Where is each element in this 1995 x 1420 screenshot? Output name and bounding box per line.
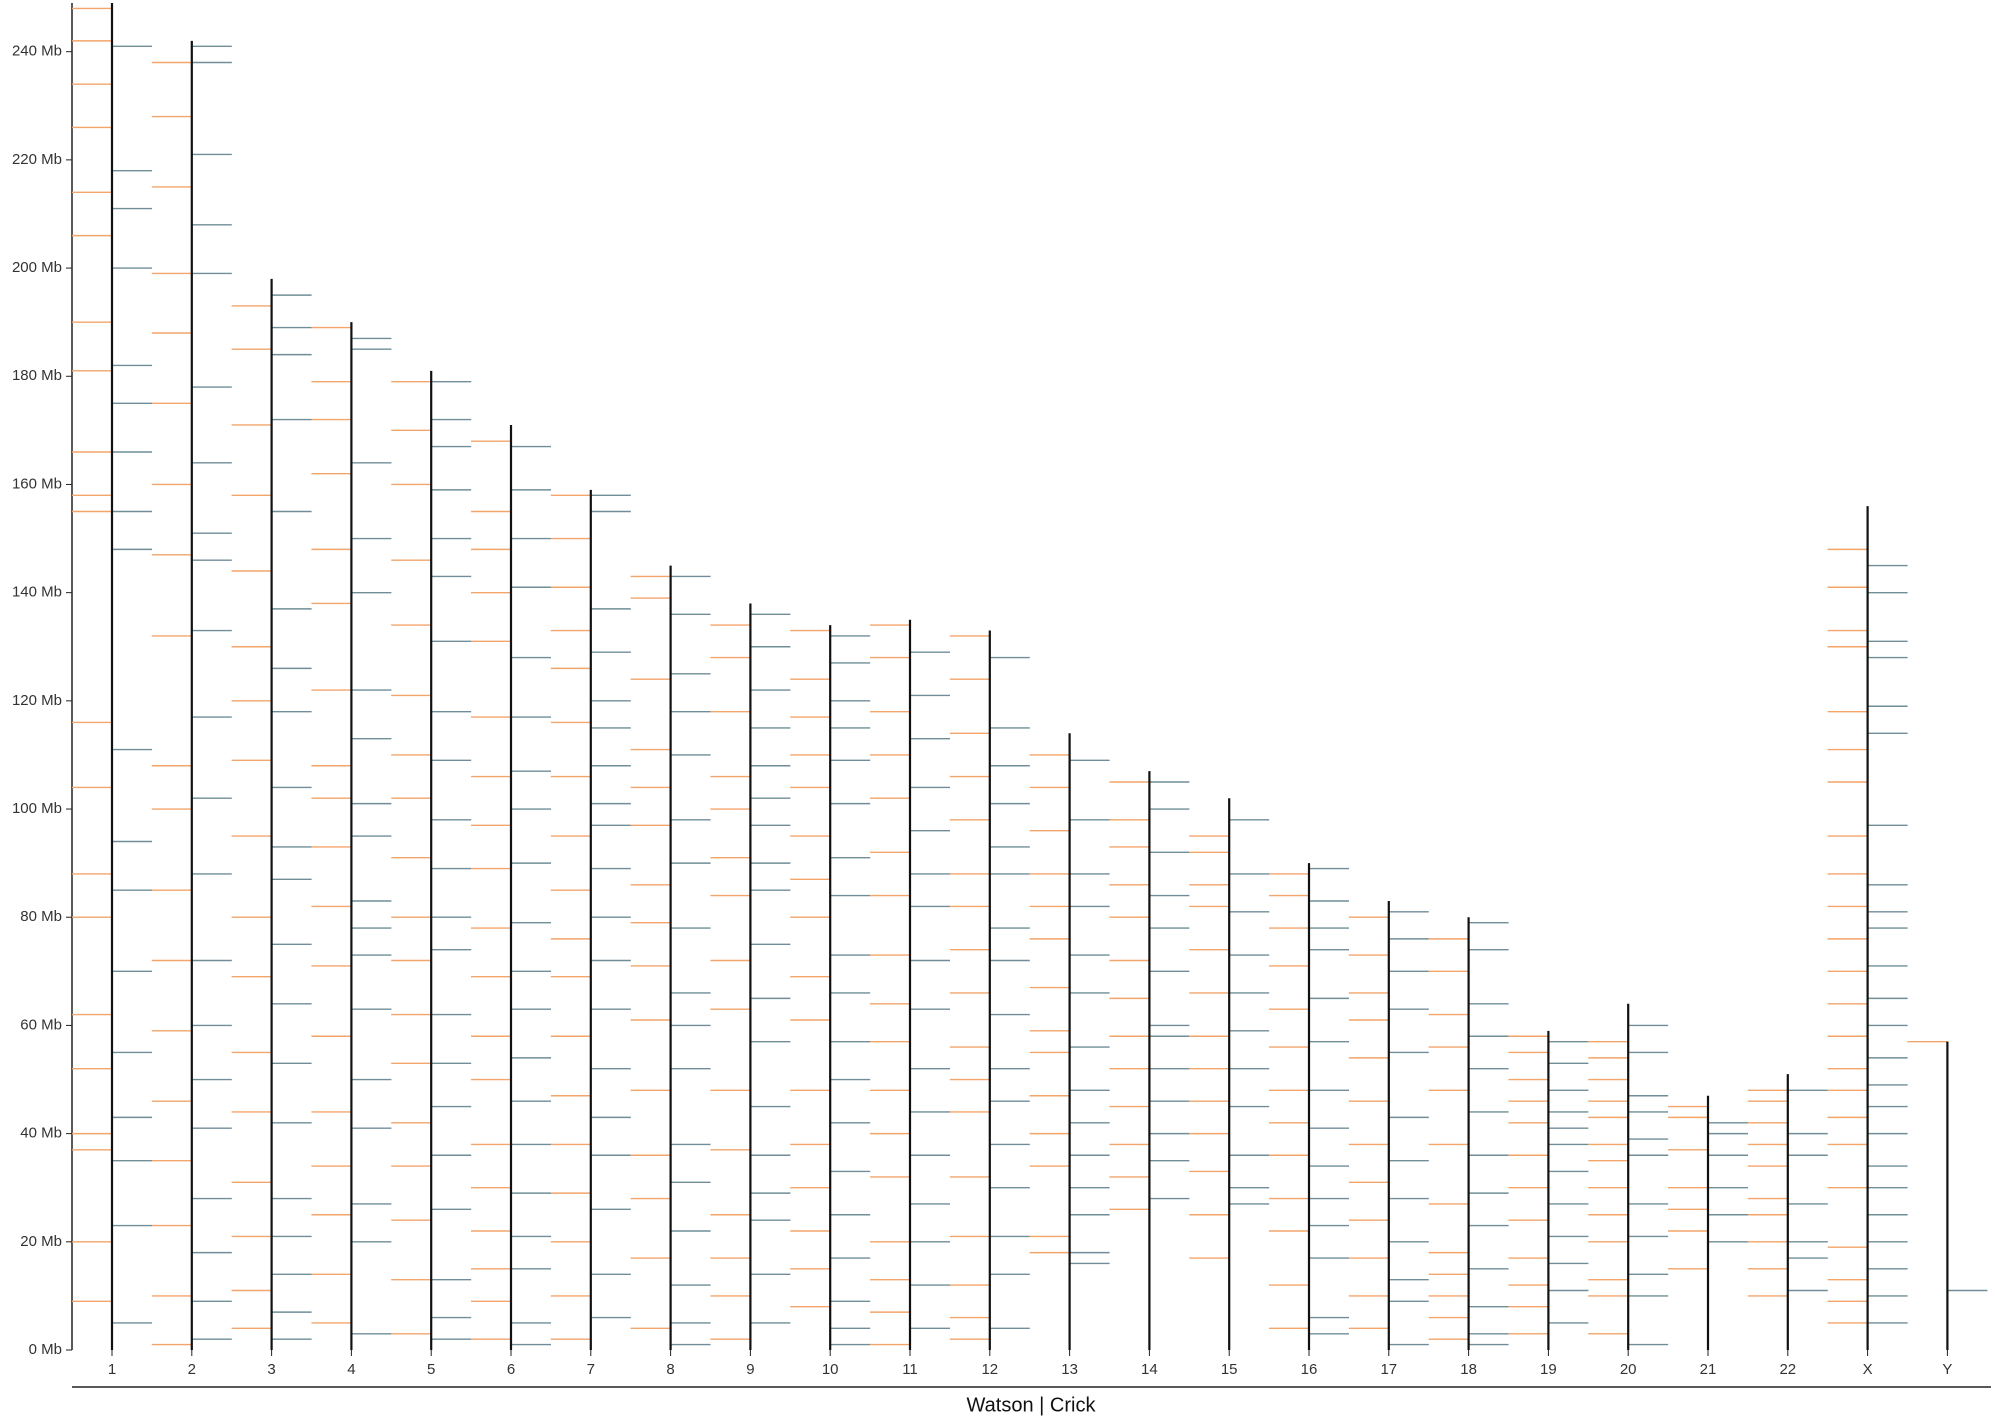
x-tick-label: 9 [746, 1361, 754, 1378]
y-tick-label: 100 Mb [12, 800, 62, 817]
x-tick-label: 3 [267, 1361, 275, 1378]
x-tick-label: 21 [1700, 1361, 1717, 1378]
x-tick-label: 5 [427, 1361, 435, 1378]
x-tick-label: 16 [1301, 1361, 1318, 1378]
x-tick-label: 20 [1620, 1361, 1637, 1378]
x-tick-label: 7 [587, 1361, 595, 1378]
y-tick-label: 220 Mb [12, 151, 62, 168]
x-tick-label: Y [1942, 1361, 1952, 1378]
y-tick-label: 80 Mb [20, 908, 62, 925]
x-tick-label: 2 [188, 1361, 196, 1378]
y-tick-label: 20 Mb [20, 1233, 62, 1250]
x-tick-label: 13 [1061, 1361, 1078, 1378]
x-tick-label: X [1863, 1361, 1873, 1378]
x-tick-label: 17 [1380, 1361, 1397, 1378]
y-tick-label: 0 Mb [29, 1341, 62, 1358]
x-tick-label: 18 [1460, 1361, 1477, 1378]
y-tick-label: 140 Mb [12, 584, 62, 601]
x-tick-label: 6 [507, 1361, 515, 1378]
x-tick-label: 22 [1779, 1361, 1796, 1378]
x-tick-label: 11 [902, 1361, 918, 1378]
x-tick-label: 12 [981, 1361, 998, 1378]
x-tick-label: 4 [347, 1361, 355, 1378]
x-tick-label: 19 [1540, 1361, 1557, 1378]
x-axis-label: Watson | Crick [967, 1394, 1097, 1416]
y-tick-label: 200 Mb [12, 259, 62, 276]
y-tick-label: 120 Mb [12, 692, 62, 709]
y-tick-label: 180 Mb [12, 367, 62, 384]
x-tick-label: 15 [1221, 1361, 1238, 1378]
y-tick-label: 40 Mb [20, 1125, 62, 1142]
x-tick-label: 10 [822, 1361, 839, 1378]
y-tick-label: 160 Mb [12, 475, 62, 492]
y-tick-label: 240 Mb [12, 43, 62, 60]
x-tick-label: 14 [1141, 1361, 1158, 1378]
x-tick-label: 1 [108, 1361, 116, 1378]
x-tick-label: 8 [666, 1361, 674, 1378]
y-tick-label: 60 Mb [20, 1016, 62, 1033]
